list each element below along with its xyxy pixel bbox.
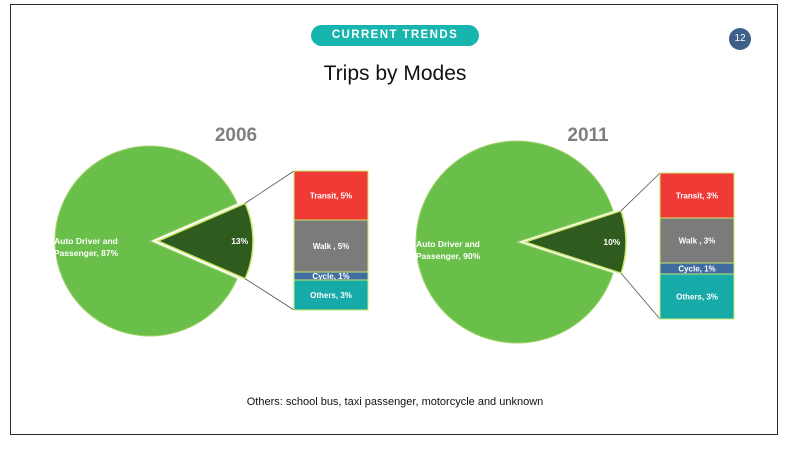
breakdown-label-walk: Walk , 3% — [679, 237, 716, 246]
pie-title-2011: 2011 — [567, 125, 609, 146]
pie-label-auto-line: Passenger, 90% — [416, 251, 481, 261]
pie-label-auto-line: Passenger, 87% — [54, 248, 119, 258]
pie-label-other-modes: 10% — [603, 237, 620, 247]
pie-label-other-modes: 13% — [231, 236, 248, 246]
pie-label-auto-line: Auto Driver and — [416, 239, 480, 249]
breakdown-label-transit: Transit, 5% — [310, 192, 352, 201]
connector-line-bottom — [245, 279, 294, 310]
connector-line-top — [621, 173, 660, 211]
breakdown-label-others: Others, 3% — [310, 291, 352, 300]
connector-line-top — [245, 171, 294, 203]
pie-label-auto-line: Auto Driver and — [54, 236, 118, 246]
footnote: Others: school bus, taxi passenger, moto… — [0, 396, 790, 408]
breakdown-label-others: Others, 3% — [676, 293, 718, 302]
breakdown-label-walk: Walk , 5% — [313, 242, 350, 251]
connector-line-bottom — [621, 273, 660, 319]
pie-title-2006: 2006 — [215, 125, 257, 146]
breakdown-label-transit: Transit, 3% — [676, 192, 718, 201]
breakdown-label-cycle: Cycle, 1% — [678, 265, 715, 274]
